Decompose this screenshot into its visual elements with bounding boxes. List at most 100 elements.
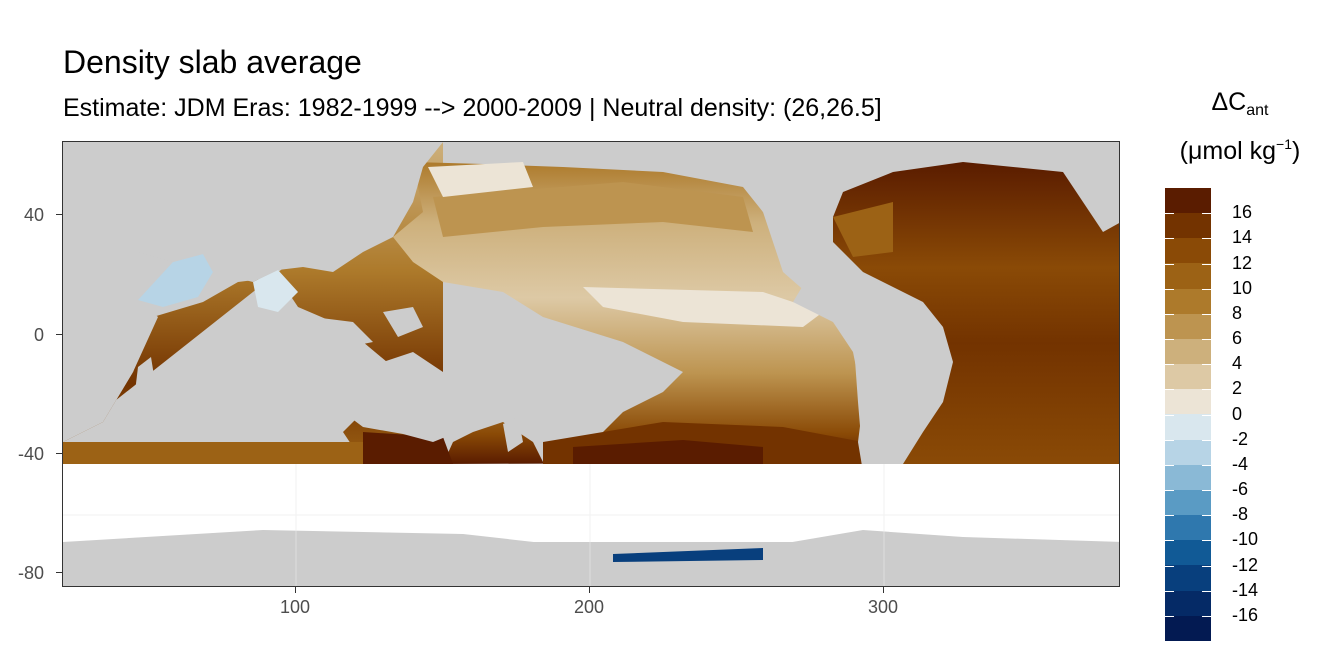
legend-swatch [1165, 313, 1211, 339]
asia-land [123, 142, 443, 282]
legend-swatch [1165, 515, 1211, 541]
legend-tick [1202, 263, 1211, 265]
legend-swatch [1165, 414, 1211, 440]
legend-tick [1165, 238, 1174, 240]
legend-swatch [1165, 263, 1211, 289]
legend-tick [1202, 515, 1211, 517]
legend-unit-prefix: (μmol kg [1179, 137, 1277, 165]
x-tick-mark [589, 587, 590, 593]
legend-tick [1202, 490, 1211, 491]
gulf-of-mexico [833, 202, 893, 257]
madagascar-land [135, 357, 155, 404]
legend-tick [1202, 313, 1211, 315]
legend-label: -4 [1232, 453, 1249, 474]
legend-tick [1165, 414, 1174, 416]
europe-land [1063, 167, 1119, 232]
legend-tick [1202, 615, 1211, 617]
legend-unit: (μmol kg−1) [1150, 136, 1330, 166]
grid-lines [63, 464, 1119, 586]
legend-colorbar [1165, 188, 1211, 641]
y-tick-label: 40 [23, 205, 44, 225]
indonesia-land [313, 317, 373, 347]
south-pacific-core [573, 440, 763, 464]
legend-label: 2 [1232, 378, 1243, 399]
legend-label: -6 [1232, 479, 1249, 499]
x-tick-label: 200 [573, 597, 605, 617]
legend-swatch [1165, 288, 1211, 314]
africa-land [63, 252, 158, 442]
legend-tick [1202, 439, 1211, 441]
legend-label: 12 [1232, 252, 1253, 273]
legend-title-sub: ant [1246, 102, 1269, 119]
legend-label: 16 [1232, 202, 1253, 223]
legend-swatch [1165, 364, 1211, 390]
legend-tick [1165, 515, 1174, 517]
north-america-land [683, 142, 1119, 252]
legend-label: 14 [1232, 227, 1253, 248]
legend-title-main: ΔC [1211, 88, 1247, 116]
legend-tick [1165, 439, 1174, 441]
legend-label: 6 [1232, 328, 1243, 348]
antarctic-shelf-negative [613, 548, 763, 562]
x-tick-label: 300 [867, 597, 899, 617]
legend-tick [1202, 339, 1211, 340]
plot-title: Density slab average [63, 44, 362, 80]
legend-label: -16 [1232, 604, 1259, 625]
legend-tick [1202, 364, 1211, 366]
legend-tick [1202, 590, 1211, 592]
borneo-land [383, 307, 423, 337]
legend-tick [1165, 313, 1174, 315]
pacific-ocean [393, 162, 863, 464]
legend-swatch [1165, 238, 1211, 264]
new-zealand-land [503, 417, 523, 452]
legend-label: -2 [1232, 428, 1249, 449]
arabian-sea [138, 254, 213, 307]
legend-tick [1202, 213, 1211, 215]
legend-unit-sup: −1 [1276, 136, 1292, 152]
australia-land [343, 352, 463, 442]
legend-swatch [1165, 439, 1211, 465]
y-tick-label: -40 [17, 444, 44, 464]
legend-swatch [1165, 213, 1211, 239]
y-tick-label: 0 [33, 325, 44, 345]
x-tick-label: 100 [279, 597, 311, 617]
legend-swatch [1165, 615, 1211, 641]
y-tick-label: -80 [17, 563, 44, 583]
ocean-map [63, 142, 1119, 586]
legend-tick [1165, 615, 1174, 617]
legend-swatch [1165, 464, 1211, 490]
antarctica-land [63, 530, 1119, 586]
legend-unit-suffix: ) [1292, 137, 1301, 165]
y-tick-mark [56, 572, 62, 573]
indian-south-band [63, 442, 443, 464]
x-tick-mark [883, 587, 884, 593]
legend-tick [1165, 464, 1174, 466]
legend-tick [1202, 288, 1211, 290]
legend-swatch [1165, 389, 1211, 415]
legend-tick [1202, 238, 1211, 240]
legend-label: -10 [1232, 529, 1259, 550]
legend-swatch [1165, 188, 1211, 214]
legend-label: -12 [1232, 554, 1259, 575]
legend-tick [1165, 364, 1174, 366]
legend-swatch [1165, 338, 1211, 365]
plot-subtitle: Estimate: JDM Eras: 1982-1999 --> 2000-2… [63, 94, 882, 122]
legend-tick [1202, 389, 1211, 391]
north-pacific-band [433, 182, 753, 237]
legend-swatch [1165, 590, 1211, 616]
legend-tick [1165, 288, 1174, 290]
legend-label: -8 [1232, 504, 1249, 525]
legend-tick [1202, 464, 1211, 466]
legend-tick [1202, 565, 1211, 567]
legend-tick [1165, 213, 1174, 215]
legend-tick [1165, 389, 1174, 391]
legend-label: 0 [1232, 403, 1243, 424]
legend-tick [1165, 490, 1174, 491]
okhotsk-sea [428, 162, 533, 197]
south-america-land [793, 252, 953, 472]
legend-tick [1165, 565, 1174, 567]
legend-label: 4 [1232, 353, 1243, 374]
map-panel [62, 141, 1120, 587]
legend-tick [1202, 414, 1211, 416]
y-tick-mark [56, 334, 62, 335]
